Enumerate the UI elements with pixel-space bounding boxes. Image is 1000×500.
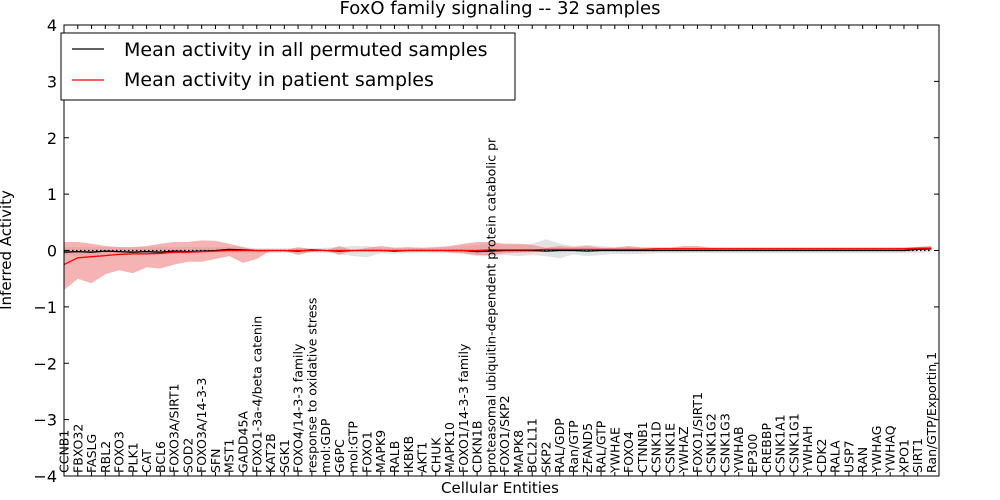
x-category-label: Ran/GTP/Exportin 1 [924,352,939,473]
x-category-label: CCNB1 [57,430,72,473]
plot-area [63,239,932,290]
x-category-label: RALA [828,440,843,473]
y-tick-label: 4 [47,16,57,35]
x-category-label: CDK2 [814,438,829,473]
x-category-label: G6PC [332,439,347,473]
x-category-label: SIRT1 [910,438,925,473]
x-category-label: RALB [387,441,402,473]
x-category-label: EP300 [745,434,760,473]
x-category-label: CDKN1B [470,421,485,473]
x-category-label: FOXO3 [112,431,127,473]
x-category-label: YWHAH [800,426,815,474]
x-category-label: GADD45A [236,411,251,473]
legend-label-permuted: Mean activity in all permuted samples [124,39,487,61]
x-category-label: YWHAQ [883,425,898,474]
y-axis-title: Inferred Activity [0,190,15,310]
x-category-label: CSNK1G1 [786,413,801,473]
legend: Mean activity in all permuted samples Me… [60,32,516,101]
y-tick-label: −3 [33,411,57,430]
y-tick-label: 2 [47,129,57,148]
x-category-label: CTNNB1 [635,421,650,473]
x-category-label: KAT2B [263,433,278,473]
x-category-label: IKBKB [401,436,416,473]
x-category-label: USP7 [841,440,856,473]
x-category-label: FOXO3A/14-3-3 [194,378,209,473]
y-tick-label: 0 [47,242,57,261]
x-category-label: response to oxidative stress [304,298,319,473]
x-category-label: FOXO1/SKP2 [497,395,512,473]
x-category-label: FASLG [84,434,99,473]
x-category-label: CREBBP [759,423,774,473]
chart-title: FoxO family signaling -- 32 samples [340,0,661,19]
y-tick-label: −1 [33,298,57,317]
x-category-label: RAN [855,447,870,473]
x-category-label: mol:GDP [318,418,333,473]
x-category-label: Ran/GTP [566,420,581,473]
x-category-label: FBXO32 [70,424,85,473]
legend-frame [60,32,516,101]
x-category-label: CSNK1D [649,421,664,473]
x-category-label: PLK1 [125,442,140,473]
x-category-label: RBL2 [98,441,113,473]
x-category-label: FOXO1 [359,431,374,473]
x-category-label: BCL6 [153,441,168,473]
x-category-label: mol:GTP [346,421,361,473]
x-category-label: MAPK9 [373,430,388,473]
legend-label-patient: Mean activity in patient samples [124,69,434,91]
x-category-label: FOXO4 [621,431,636,473]
x-category-label: MST1 [222,439,237,473]
y-tick-label: −2 [33,354,57,373]
x-category-label: XPO1 [897,439,912,473]
x-category-label: YWHAE [607,427,622,474]
x-axis-title: Cellular Entities [441,479,559,497]
x-category-label: FOXO1/SIRT1 [690,392,705,473]
x-category-label: SFN [208,449,223,473]
x-category-label: YWHAZ [676,426,691,474]
series-line-2 [63,247,932,266]
x-category-label: AKT1 [415,442,430,473]
x-category-label: FOXO3A/SIRT1 [167,383,182,473]
x-category-label: MAPK8 [511,430,526,473]
axes: −4 −3 −2 −1 0 1 2 3 4 CCNB1FBXO32FASLGRBL2FOXO3PL… [33,16,939,486]
x-category-label: SGK1 [277,439,292,473]
x-category-label: CSNK1G3 [718,413,733,473]
x-category-label: proteasomal ubiquitin-dependent protein … [483,137,498,473]
x-category-label: FOXO4/14-3-3 family [291,343,306,473]
x-category-label: MAPK10 [442,422,457,473]
x-category-label: SOD2 [180,438,195,473]
x-category-label: CHUK [428,437,443,473]
x-category-label: CAT [139,449,154,473]
x-category-label: RAL/GTP [594,420,609,473]
y-tick-label: 1 [47,185,57,204]
x-category-label: CSNK1E [662,423,677,473]
x-category-label: CSNK1A1 [773,414,788,473]
x-category-label: SKP2 [539,441,554,473]
x-category-label: RAL/GDP [552,418,567,473]
x-category-label: CSNK1G2 [704,413,719,473]
x-category-label: FOXO1-3a-4/beta catenin [249,316,264,473]
x-category-label: FOXO1/14-3-3 family [456,343,471,473]
x-category-label: ZFAND5 [580,423,595,473]
x-category-label: BCL2L11 [525,418,540,473]
x-category-label: YWHAG [869,426,884,474]
y-tick-label: −4 [33,467,57,486]
y-tick-label: 3 [47,72,57,91]
x-category-label: YWHAB [731,426,746,474]
